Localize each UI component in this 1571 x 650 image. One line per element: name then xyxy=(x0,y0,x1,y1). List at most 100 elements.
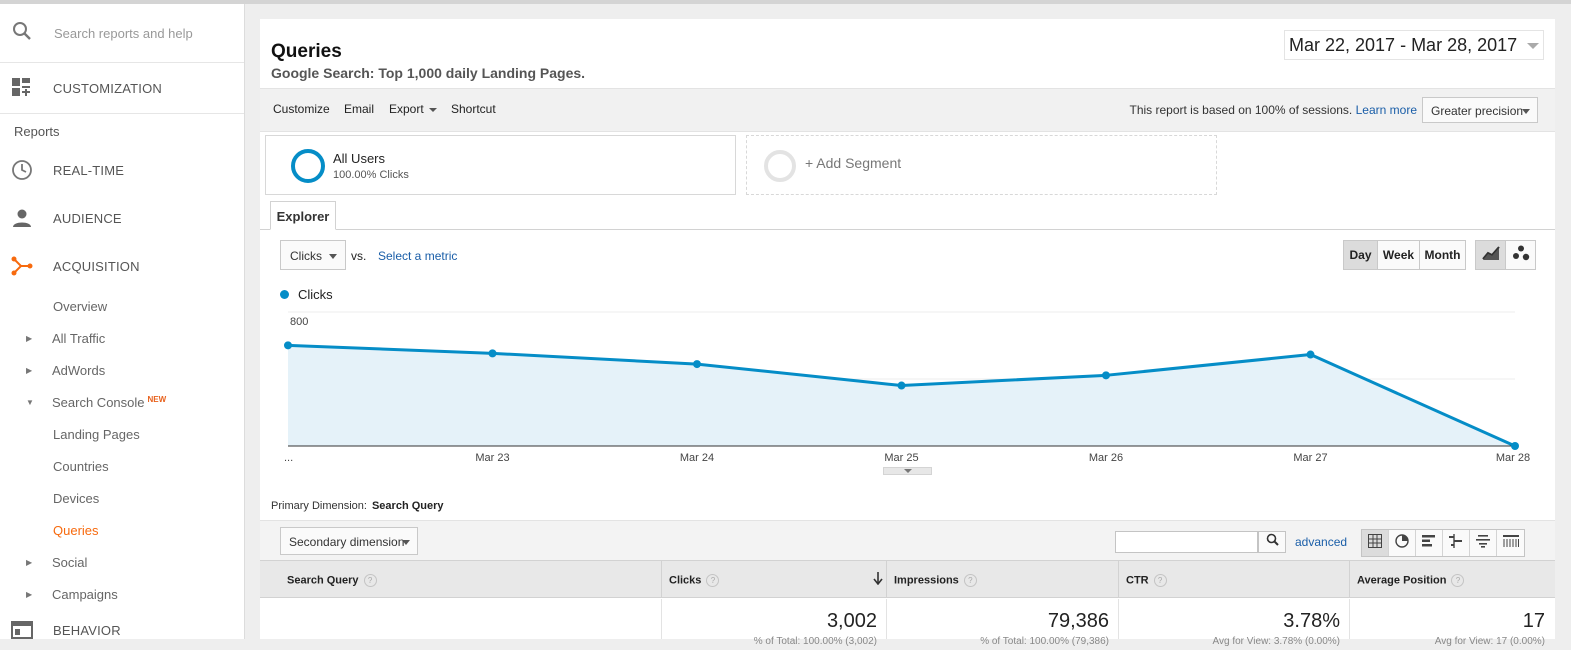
shortcut-button[interactable]: Shortcut xyxy=(451,102,496,116)
advanced-filter-link[interactable]: advanced xyxy=(1295,535,1348,549)
sampling-note: This report is based on 100% of sessions… xyxy=(1129,103,1417,117)
y-tick-label: 800 xyxy=(290,316,308,328)
add-segment-button[interactable]: + Add Segment xyxy=(746,135,1217,195)
sidebar-subitem-label: Landing Pages xyxy=(53,426,140,442)
metric-label: Clicks xyxy=(290,249,322,263)
search-console-label: Search Console xyxy=(52,394,145,410)
search-icon xyxy=(12,21,34,46)
motion-chart-button[interactable] xyxy=(1505,240,1536,270)
help-icon[interactable]: ? xyxy=(1451,574,1465,587)
x-tick-label: Mar 23 xyxy=(475,452,509,464)
period-day-button[interactable]: Day xyxy=(1343,240,1378,270)
metric-dropdown[interactable]: Clicks xyxy=(280,240,346,270)
chart-collapse-handle[interactable] xyxy=(883,467,932,475)
sidebar-item-label: BEHAVIOR xyxy=(53,622,121,638)
date-range-picker[interactable]: Mar 22, 2017 - Mar 28, 2017 xyxy=(1284,30,1544,60)
segment-all-users[interactable]: All Users 100.00% Clicks xyxy=(265,135,736,195)
table-search-input[interactable] xyxy=(1115,531,1258,553)
total-impressions: 79,386 % of Total: 100.00% (79,386) xyxy=(886,599,1119,647)
tab-explorer[interactable]: Explorer xyxy=(270,201,336,230)
primary-dimension: Primary Dimension: Search Query xyxy=(271,500,444,512)
term-cloud-view-button[interactable] xyxy=(1470,530,1497,556)
export-label: Export xyxy=(389,102,424,116)
sidebar-subitem-devices[interactable]: Devices xyxy=(0,482,244,514)
legend-dot xyxy=(280,290,289,299)
column-header-clicks[interactable]: Clicks? xyxy=(661,561,887,597)
column-header-average-position[interactable]: Average Position? xyxy=(1349,561,1555,597)
expand-triangle-icon: ▶ xyxy=(26,333,33,343)
period-week-button[interactable]: Week xyxy=(1377,240,1420,270)
table-view-buttons xyxy=(1361,529,1525,557)
search-input[interactable]: Search reports and help xyxy=(54,25,193,41)
sidebar-subitem-label: Overview xyxy=(53,298,108,314)
column-header-search-query[interactable]: Search Query? xyxy=(260,561,662,597)
column-header-ctr[interactable]: CTR? xyxy=(1118,561,1350,597)
sidebar-subitem-all-traffic[interactable]: ▶ All Traffic xyxy=(0,322,244,354)
export-button[interactable]: Export xyxy=(389,102,437,116)
help-icon[interactable]: ? xyxy=(363,574,377,587)
bar-view-button[interactable] xyxy=(1416,530,1443,556)
sidebar-subitem-adwords[interactable]: ▶ AdWords xyxy=(0,354,244,386)
sidebar-item-realtime[interactable]: REAL-TIME xyxy=(0,146,244,194)
learn-more-link[interactable]: Learn more xyxy=(1355,103,1417,117)
data-point xyxy=(1102,371,1110,380)
column-header-impressions[interactable]: Impressions? xyxy=(886,561,1119,597)
help-icon[interactable]: ? xyxy=(706,574,720,587)
term-cloud-icon xyxy=(1476,534,1490,553)
sidebar-item-acquisition[interactable]: ACQUISITION xyxy=(0,242,244,290)
table-header: Search Query? Clicks? Impressions? CTR? … xyxy=(260,560,1555,598)
segment-ring-icon xyxy=(291,149,325,183)
customize-button[interactable]: Customize xyxy=(273,102,330,116)
sidebar-search[interactable]: Search reports and help xyxy=(0,4,244,63)
sidebar-subitem-countries[interactable]: Countries xyxy=(0,450,244,482)
email-button[interactable]: Email xyxy=(344,102,375,116)
new-badge: NEW xyxy=(147,394,167,404)
person-icon xyxy=(11,207,33,229)
table-search-button[interactable] xyxy=(1258,531,1286,553)
segment-name: All Users xyxy=(333,151,386,166)
sidebar-subitem-label: All Traffic xyxy=(52,330,106,346)
help-icon[interactable]: ? xyxy=(963,574,977,587)
primary-dimension-value[interactable]: Search Query xyxy=(371,500,444,512)
data-point xyxy=(1511,442,1519,450)
table-view-button[interactable] xyxy=(1362,530,1389,556)
caret-down-icon xyxy=(428,107,437,112)
sidebar-subitem-label: Social xyxy=(52,554,88,570)
sidebar-subitem-queries[interactable]: Queries xyxy=(0,514,244,546)
sidebar-item-audience[interactable]: AUDIENCE xyxy=(0,194,244,242)
secondary-dimension-dropdown[interactable]: Secondary dimension xyxy=(280,527,418,555)
sidebar-subitem-overview[interactable]: Overview xyxy=(0,290,244,322)
period-month-button[interactable]: Month xyxy=(1419,240,1466,270)
total-value: 3.78% xyxy=(1283,610,1340,632)
pivot-view-button[interactable] xyxy=(1497,530,1524,556)
sidebar-subitem-landing-pages[interactable]: Landing Pages xyxy=(0,418,244,450)
pie-view-button[interactable] xyxy=(1389,530,1416,556)
precision-label: Greater precision xyxy=(1431,104,1524,118)
expand-triangle-icon: ▶ xyxy=(26,557,33,567)
data-point xyxy=(488,349,497,358)
sidebar-item-customization[interactable]: CUSTOMIZATION xyxy=(0,63,244,114)
reports-heading: Reports xyxy=(14,124,60,139)
total-value: 3,002 xyxy=(826,610,877,632)
comparison-view-button[interactable] xyxy=(1443,530,1470,556)
behavior-icon xyxy=(11,619,33,641)
sidebar-item-label: AUDIENCE xyxy=(53,210,122,226)
collapse-triangle-icon: ▼ xyxy=(26,397,34,407)
select-metric-link[interactable]: Select a metric xyxy=(378,249,458,263)
total-subtext: Avg for View: 3.78% (0.00%) xyxy=(1212,636,1340,647)
sidebar-subitem-social[interactable]: ▶ Social xyxy=(0,546,244,578)
search-icon xyxy=(1266,533,1279,551)
bubble-chart-icon xyxy=(1512,245,1530,266)
x-tick-label: Mar 28 xyxy=(1496,452,1530,464)
sidebar-subitem-search-console[interactable]: ▼ Search Console NEW xyxy=(0,386,244,418)
comparison-icon xyxy=(1449,533,1463,553)
help-icon[interactable]: ? xyxy=(1153,574,1167,587)
caret-down-icon xyxy=(402,540,410,545)
sidebar-item-behavior[interactable]: BEHAVIOR xyxy=(0,610,244,650)
line-chart-button[interactable] xyxy=(1475,240,1506,270)
chevron-down-icon xyxy=(1527,43,1539,49)
top-border xyxy=(0,0,1571,4)
precision-dropdown[interactable]: Greater precision xyxy=(1422,97,1538,123)
x-tick-label: Mar 25 xyxy=(884,452,918,464)
sidebar-subitem-campaigns[interactable]: ▶ Campaigns xyxy=(0,578,244,610)
